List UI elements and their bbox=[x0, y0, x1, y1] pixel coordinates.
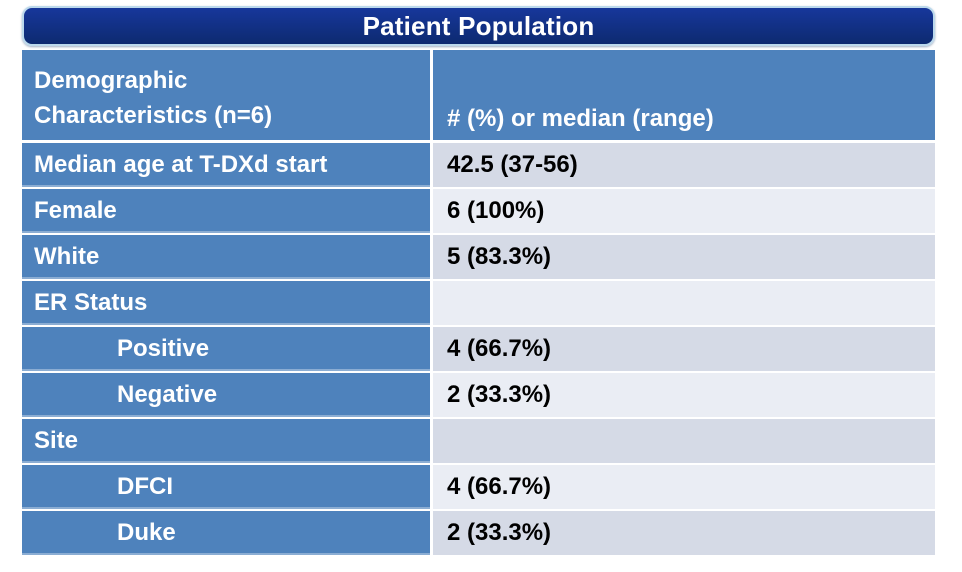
row-value: 4 (66.7%) bbox=[433, 465, 935, 509]
table-row: ER Status bbox=[22, 281, 935, 325]
column-header-values: # (%) or median (range) bbox=[433, 50, 935, 140]
table-row: Positive 4 (66.7%) bbox=[22, 327, 935, 371]
row-value: 6 (100%) bbox=[433, 189, 935, 233]
row-label: Positive bbox=[22, 327, 430, 371]
row-label: Site bbox=[22, 419, 430, 463]
table-title: Patient Population bbox=[362, 10, 595, 41]
row-label: Female bbox=[22, 189, 430, 233]
table-row: DFCI 4 (66.7%) bbox=[22, 465, 935, 509]
table-header-row: Demographic Characteristics (n=6) # (%) … bbox=[22, 50, 935, 140]
column-header-demographics: Demographic Characteristics (n=6) bbox=[22, 50, 430, 140]
table-body: Median age at T-DXd start 42.5 (37-56) Fem… bbox=[22, 143, 935, 555]
column-header-values-label: # (%) or median (range) bbox=[447, 105, 714, 132]
table-row: Median age at T-DXd start 42.5 (37-56) bbox=[22, 143, 935, 187]
row-label: Duke bbox=[22, 511, 430, 555]
row-value bbox=[433, 281, 935, 325]
row-label: DFCI bbox=[22, 465, 430, 509]
patient-population-table: Demographic Characteristics (n=6) # (%) … bbox=[22, 50, 935, 557]
row-value: 5 (83.3%) bbox=[433, 235, 935, 279]
row-value: 4 (66.7%) bbox=[433, 327, 935, 371]
table-row: Female 6 (100%) bbox=[22, 189, 935, 233]
row-label: Negative bbox=[22, 373, 430, 417]
table-row: Site bbox=[22, 419, 935, 463]
table-title-bar: Patient Population bbox=[22, 6, 935, 46]
row-label: White bbox=[22, 235, 430, 279]
table-row: Negative 2 (33.3%) bbox=[22, 373, 935, 417]
row-label: Median age at T-DXd start bbox=[22, 143, 430, 187]
table-row: White 5 (83.3%) bbox=[22, 235, 935, 279]
column-header-demographics-line1: Demographic bbox=[34, 67, 188, 94]
row-value: 2 (33.3%) bbox=[433, 511, 935, 555]
table-row: Duke 2 (33.3%) bbox=[22, 511, 935, 555]
row-value: 2 (33.3%) bbox=[433, 373, 935, 417]
column-header-demographics-line2: Characteristics (n=6) bbox=[34, 102, 273, 129]
row-label: ER Status bbox=[22, 281, 430, 325]
row-value: 42.5 (37-56) bbox=[433, 143, 935, 187]
row-value bbox=[433, 419, 935, 463]
